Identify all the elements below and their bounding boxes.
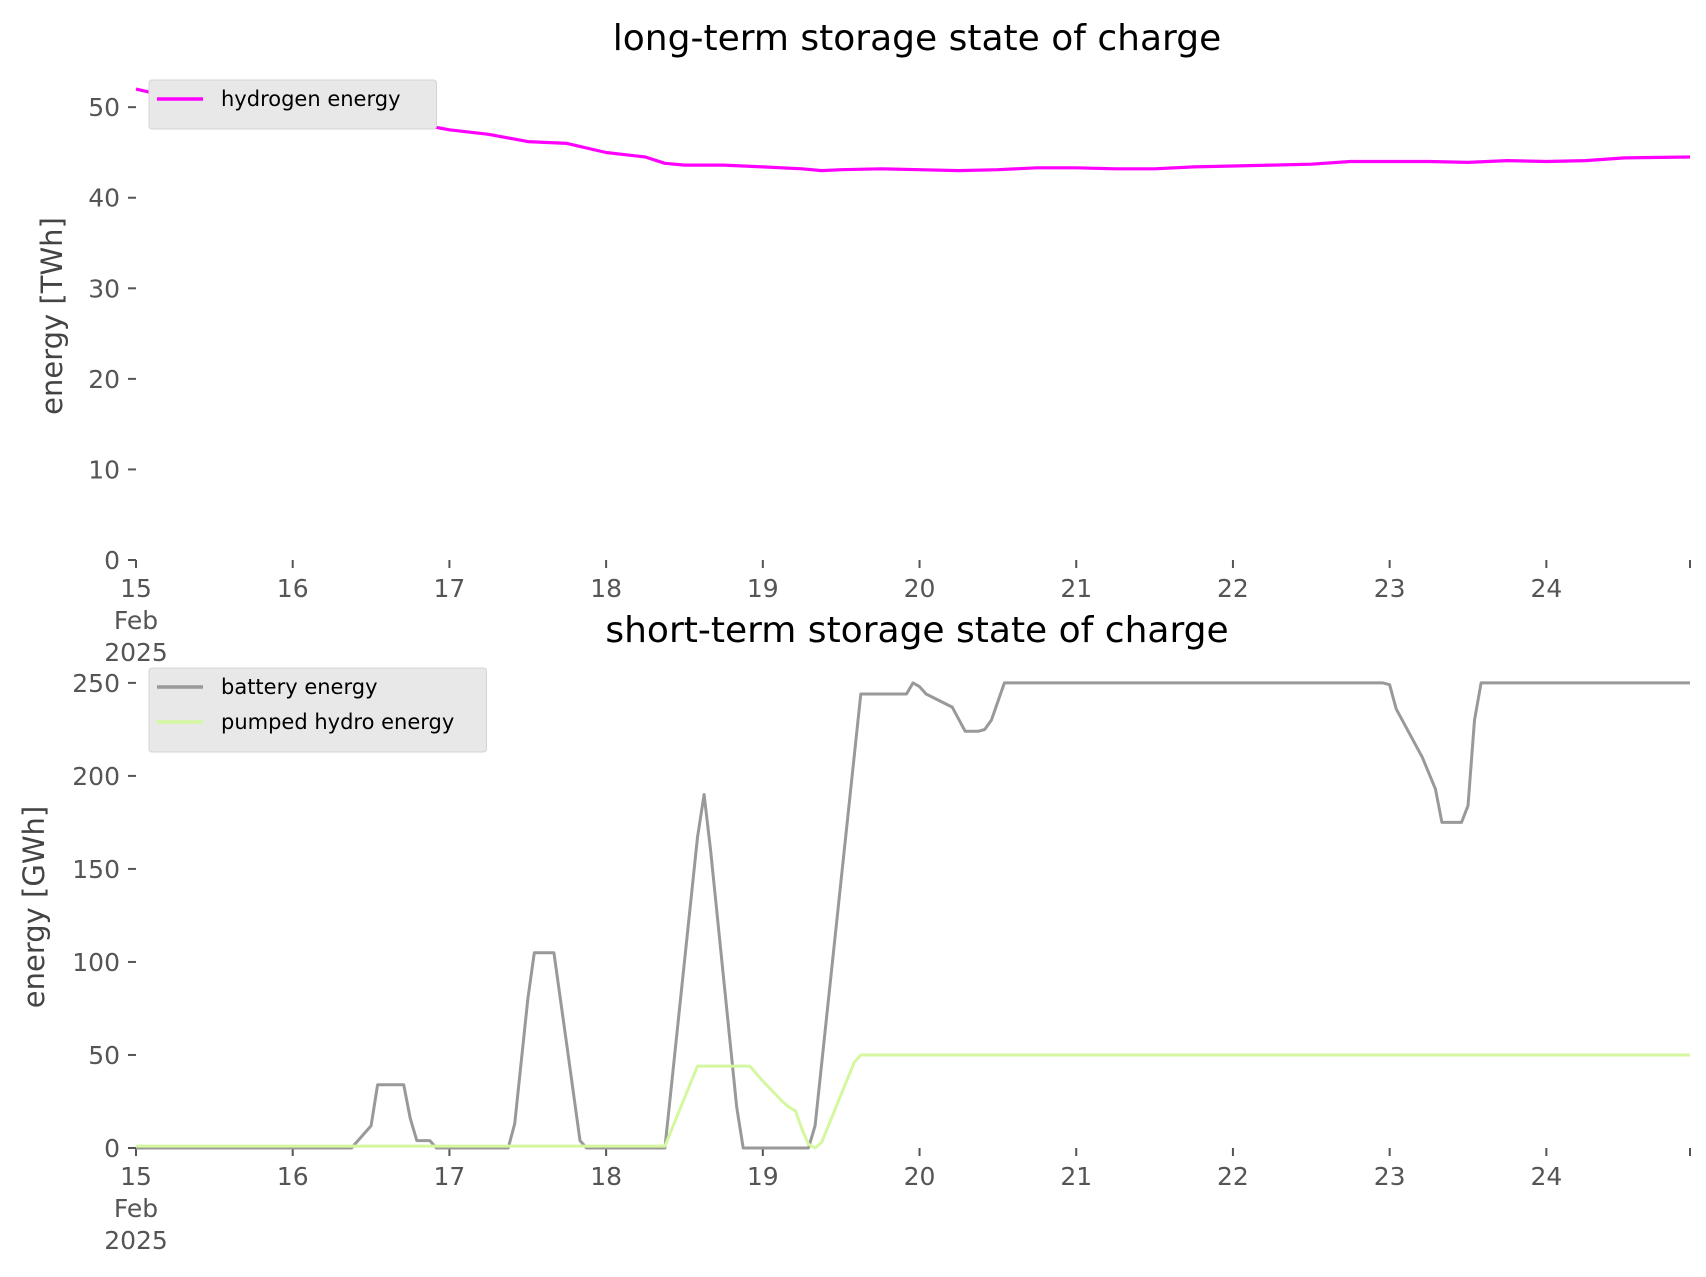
y-tick-label: 100 — [72, 948, 120, 977]
x-tick-label: 18 — [590, 1162, 622, 1191]
y-tick-label: 40 — [88, 184, 120, 213]
y-axis-label: energy [GWh] — [17, 806, 51, 1008]
chart-title: long-term storage state of charge — [613, 18, 1221, 59]
series-line-pumped-hydro-energy — [136, 1053, 1690, 1150]
x-tick-label: 23 — [1374, 1162, 1406, 1191]
x-tick-label: 16 — [277, 1162, 309, 1191]
y-axis-label: energy [TWh] — [35, 217, 69, 415]
x-tick-label: 23 — [1374, 574, 1406, 603]
x-tick-label: 19 — [747, 574, 779, 603]
x-tick-label: 15 Feb 2025 — [104, 1162, 168, 1255]
x-tick-label: 22 — [1217, 1162, 1249, 1191]
y-axis-ticks: 0 10 20 30 40 50 — [88, 93, 136, 575]
y-tick-label: 20 — [88, 365, 120, 394]
y-tick-label: 200 — [72, 762, 120, 791]
series-line-battery-energy — [136, 681, 1690, 1150]
x-tick-label: 21 — [1060, 574, 1092, 603]
x-tick-label: 24 — [1530, 574, 1562, 603]
x-tick-label: 17 — [434, 574, 466, 603]
x-tick-label: 15 Feb 2025 — [104, 574, 168, 667]
legend-label: battery energy — [221, 675, 378, 699]
legend-box — [148, 667, 487, 753]
x-tick-label: 18 — [590, 574, 622, 603]
x-tick-label: 21 — [1060, 1162, 1092, 1191]
y-tick-label: 250 — [72, 669, 120, 698]
x-axis-ticks: 15 Feb 2025 16 17 18 19 20 21 22 23 24 — [104, 1148, 1691, 1255]
legend-box — [148, 79, 437, 130]
legend: battery energy pumped hydro energy — [148, 667, 487, 753]
y-tick-label: 50 — [88, 93, 120, 122]
x-tick-label: 22 — [1217, 574, 1249, 603]
legend: hydrogen energy — [148, 79, 437, 130]
y-tick-label: 0 — [104, 546, 120, 575]
legend-label: pumped hydro energy — [221, 710, 454, 734]
long-term-storage-chart: long-term storage state of charge energy… — [35, 18, 1691, 667]
series-lines — [136, 681, 1690, 1150]
y-tick-label: 50 — [88, 1041, 120, 1070]
x-tick-label: 20 — [904, 574, 936, 603]
y-tick-label: 150 — [72, 855, 120, 884]
short-term-storage-chart: short-term storage state of charge energ… — [17, 610, 1691, 1255]
y-tick-label: 30 — [88, 274, 120, 303]
x-tick-label: 16 — [277, 574, 309, 603]
x-tick-label: 17 — [434, 1162, 466, 1191]
legend-label: hydrogen energy — [221, 87, 401, 111]
y-tick-label: 10 — [88, 455, 120, 484]
x-tick-label: 20 — [904, 1162, 936, 1191]
chart-title: short-term storage state of charge — [605, 610, 1228, 651]
x-tick-label: 24 — [1530, 1162, 1562, 1191]
y-tick-label: 0 — [104, 1134, 120, 1163]
x-tick-label: 19 — [747, 1162, 779, 1191]
x-axis-ticks: 15 Feb 2025 16 17 18 19 20 21 22 23 24 — [104, 560, 1691, 667]
y-axis-ticks: 0 50 100 150 200 250 — [72, 669, 136, 1163]
